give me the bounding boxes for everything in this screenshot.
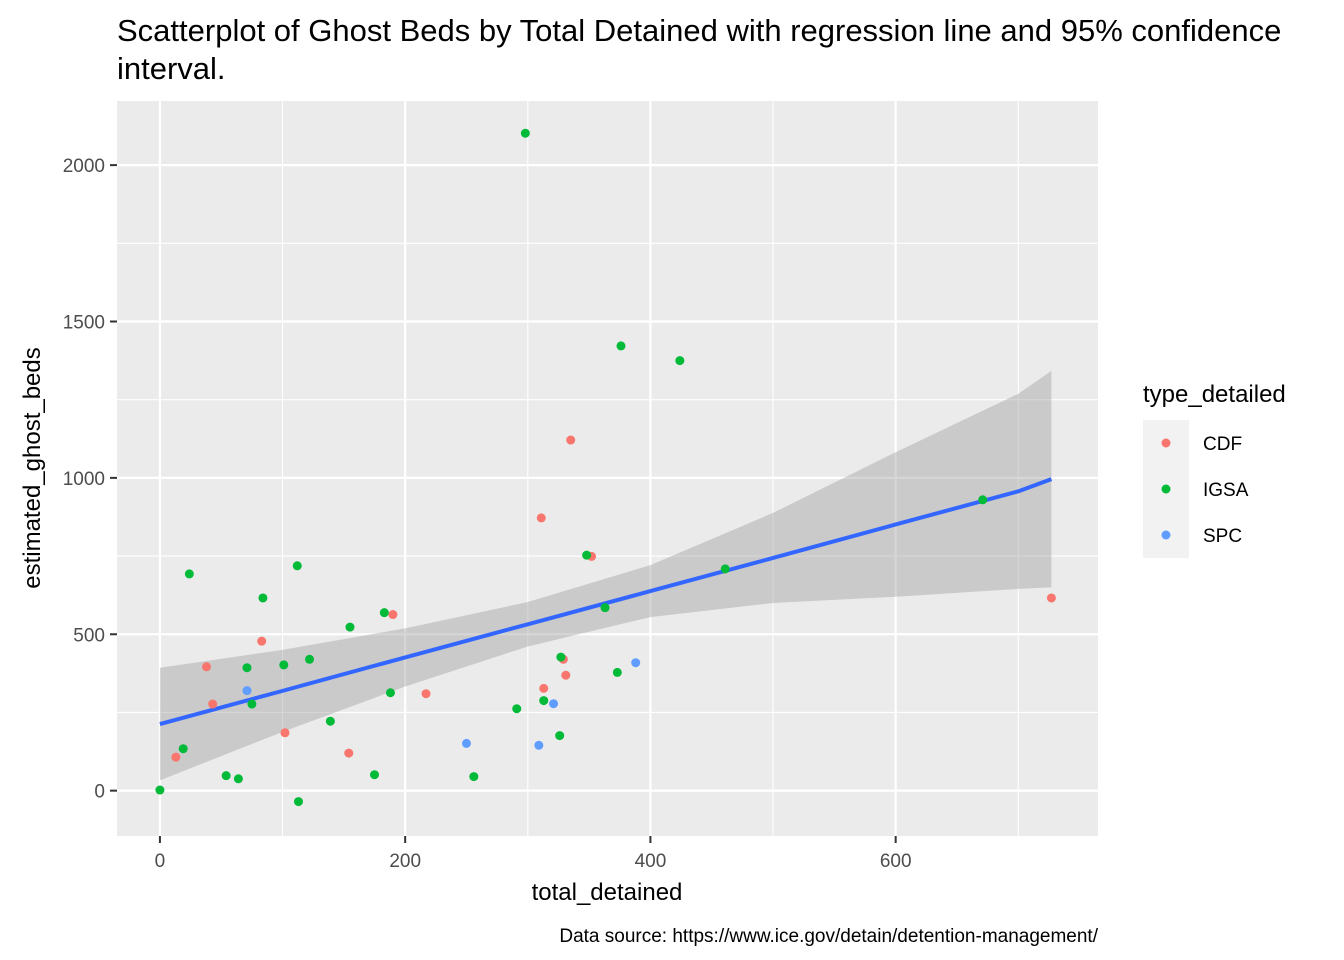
data-point-igsa xyxy=(184,569,194,579)
legend-label-cdf: CDF xyxy=(1203,434,1242,455)
axis-ticks: 0 200 400 600 0 500 1000 1500 2000 xyxy=(63,156,912,872)
data-point-cdf xyxy=(561,670,571,680)
data-point-igsa xyxy=(221,771,231,781)
data-point-cdf xyxy=(280,728,290,738)
data-point-cdf xyxy=(257,636,267,646)
data-point-igsa xyxy=(178,744,188,754)
data-point-igsa xyxy=(469,772,479,782)
data-point-cdf xyxy=(421,689,431,699)
y-tick-label: 1000 xyxy=(63,469,105,490)
data-point-igsa xyxy=(233,774,243,784)
x-axis-title: total_detained xyxy=(532,879,683,906)
data-point-spc xyxy=(549,699,559,709)
data-point-spc xyxy=(461,738,471,748)
data-point-igsa xyxy=(325,716,335,726)
legend: type_detailed CDF IGSA SPC xyxy=(1143,381,1286,558)
plot-panel xyxy=(117,101,1098,836)
data-point-igsa xyxy=(258,593,268,603)
y-tick-label: 0 xyxy=(94,782,105,803)
data-point-cdf xyxy=(536,513,546,523)
data-point-igsa xyxy=(247,699,257,709)
confidence-interval-band xyxy=(159,370,1052,781)
legend-key-igsa xyxy=(1161,484,1171,494)
y-tick-label: 2000 xyxy=(63,156,105,177)
data-point-igsa xyxy=(675,356,685,366)
data-point-igsa xyxy=(385,688,395,698)
data-point-igsa xyxy=(520,128,530,138)
data-point-igsa xyxy=(279,660,289,670)
data-point-igsa xyxy=(370,770,380,780)
legend-label-spc: SPC xyxy=(1203,526,1242,547)
data-points xyxy=(155,128,1056,807)
data-point-igsa xyxy=(612,667,622,677)
confidence-band xyxy=(159,370,1052,781)
data-point-cdf xyxy=(539,683,549,693)
y-tick-label: 500 xyxy=(73,625,105,646)
data-point-igsa xyxy=(582,550,592,560)
chart-title: Scatterplot of Ghost Beds by Total Detai… xyxy=(117,13,1282,86)
regression-line-group xyxy=(159,477,1053,726)
data-point-cdf xyxy=(208,699,218,709)
data-point-igsa xyxy=(379,608,389,618)
data-point-igsa xyxy=(720,564,730,574)
data-source-caption: Data source: https://www.ice.gov/detain/… xyxy=(559,926,1098,947)
data-point-spc xyxy=(242,686,252,696)
data-point-cdf xyxy=(171,752,181,762)
data-point-igsa xyxy=(555,731,565,741)
legend-label-igsa: IGSA xyxy=(1203,480,1249,501)
x-tick-label: 200 xyxy=(389,851,421,872)
data-point-igsa xyxy=(616,341,626,351)
data-point-spc xyxy=(631,658,641,668)
gridlines xyxy=(117,101,1098,836)
data-point-igsa xyxy=(600,603,610,613)
data-point-igsa xyxy=(305,654,315,664)
data-point-igsa xyxy=(155,785,165,795)
regression-line xyxy=(159,477,1053,726)
data-point-cdf xyxy=(566,435,576,445)
data-point-igsa xyxy=(556,652,566,662)
data-point-igsa xyxy=(512,704,522,714)
data-point-igsa xyxy=(292,561,302,571)
data-point-spc xyxy=(534,740,544,750)
data-point-igsa xyxy=(345,622,355,632)
y-axis-title: estimated_ghost_beds xyxy=(19,347,46,589)
data-point-cdf xyxy=(1046,593,1056,603)
y-tick-label: 1500 xyxy=(63,313,105,334)
data-point-igsa xyxy=(539,696,549,706)
x-tick-label: 0 xyxy=(155,851,166,872)
data-point-cdf xyxy=(202,662,212,672)
legend-title: type_detailed xyxy=(1143,381,1286,408)
data-point-cdf xyxy=(388,610,398,620)
data-point-igsa xyxy=(978,495,988,505)
x-tick-label: 600 xyxy=(880,851,912,872)
data-point-igsa xyxy=(242,663,252,673)
data-point-cdf xyxy=(344,748,354,758)
x-tick-label: 400 xyxy=(635,851,667,872)
legend-key-cdf xyxy=(1161,438,1171,448)
legend-key-spc xyxy=(1161,530,1171,540)
data-point-igsa xyxy=(293,797,303,807)
